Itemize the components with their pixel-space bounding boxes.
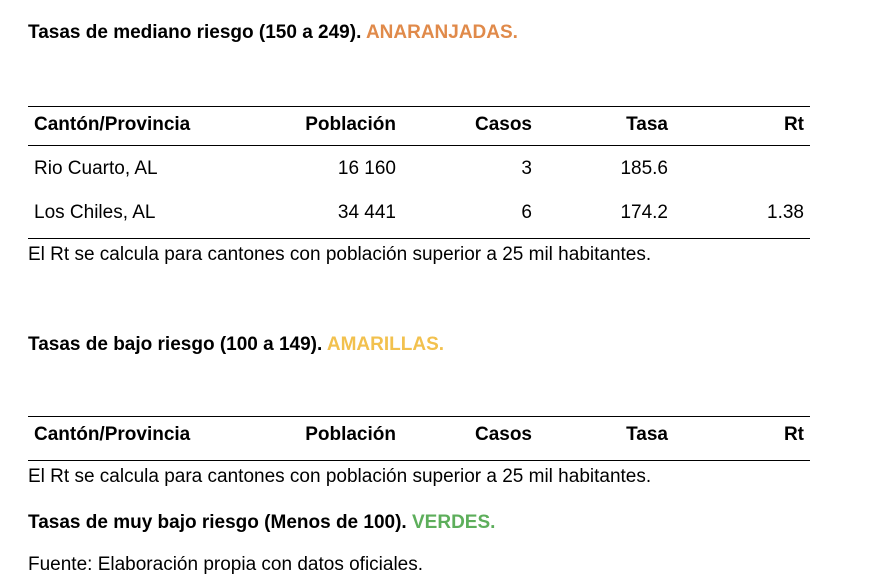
column-header-poblacion: Población	[305, 114, 396, 135]
column-header-tasa: Tasa	[626, 424, 668, 445]
column-header-rt: Rt	[783, 424, 804, 445]
column-header-poblacion: Población	[305, 424, 396, 445]
table-bottom-rule	[28, 460, 810, 461]
table-footnote: El Rt se calcula para cantones con pobla…	[28, 244, 652, 265]
risk-color-tag: VERDES.	[412, 512, 496, 533]
table-footnote: El Rt se calcula para cantones con pobla…	[28, 466, 652, 487]
table-cell-tasa: 185.6	[620, 158, 668, 179]
section-title-medium-risk: Tasas de mediano riesgo (150 a 249). ANA…	[28, 22, 518, 44]
column-header-casos: Casos	[474, 114, 532, 135]
section-title-text: Tasas de bajo riesgo (100 a 149).	[28, 334, 323, 355]
table-cell-casos: 6	[521, 202, 532, 223]
column-header-rt: Rt	[783, 114, 804, 135]
column-header-canton: Cantón/Provincia	[34, 114, 191, 135]
table-cell-canton: Los Chiles, AL	[34, 202, 156, 223]
table-header-rule	[28, 145, 810, 146]
risk-color-tag: AMARILLAS.	[326, 334, 445, 355]
table-cell-poblacion: 16 160	[337, 158, 396, 179]
table-cell-poblacion: 34 441	[337, 202, 396, 223]
table-top-rule	[28, 106, 810, 107]
section-title-very-low-risk: Tasas de muy bajo riesgo (Menos de 100).…	[28, 512, 495, 534]
table-cell-rt: 1.38	[767, 202, 804, 223]
table-cell-tasa: 174.2	[620, 202, 668, 223]
section-title-text: Tasas de mediano riesgo (150 a 249).	[28, 22, 362, 43]
table-top-rule	[28, 416, 810, 417]
table-cell-canton: Rio Cuarto, AL	[34, 158, 158, 179]
section-title-text: Tasas de muy bajo riesgo (Menos de 100).	[28, 512, 407, 533]
column-header-tasa: Tasa	[626, 114, 668, 135]
source-note: Fuente: Elaboración propia con datos ofi…	[28, 554, 424, 575]
risk-color-tag: ANARANJADAS.	[365, 22, 518, 43]
column-header-canton: Cantón/Provincia	[34, 424, 191, 445]
table-bottom-rule	[28, 238, 810, 239]
table-cell-casos: 3	[521, 158, 532, 179]
section-title-low-risk: Tasas de bajo riesgo (100 a 149). AMARIL…	[28, 334, 444, 356]
column-header-casos: Casos	[474, 424, 532, 445]
